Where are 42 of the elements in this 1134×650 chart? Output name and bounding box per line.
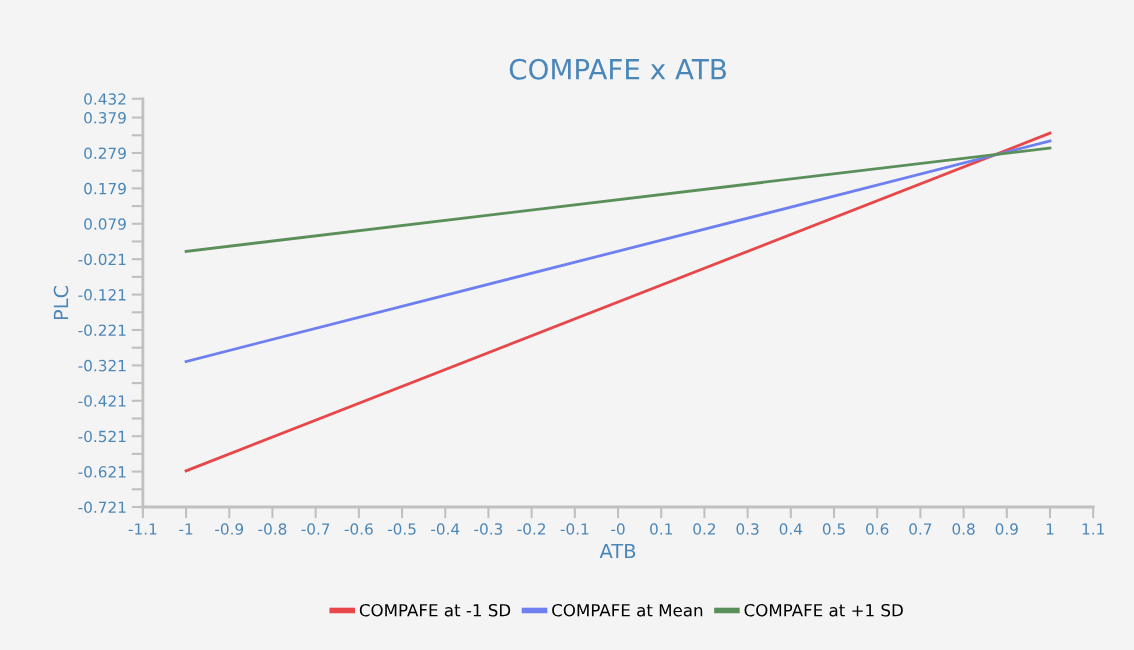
x-tick-label: 0.8 <box>952 523 975 535</box>
legend-label: COMPAFE at +1 SD <box>744 603 903 617</box>
x-tick-label: -0.5 <box>387 523 416 535</box>
x-tick-label: -0.7 <box>301 523 330 535</box>
x-tick-label: 0.6 <box>866 523 889 535</box>
y-tick-label: -0.321 <box>78 359 126 372</box>
x-tick-label: 0.4 <box>779 523 803 535</box>
y-tick-label: -0.521 <box>78 430 126 443</box>
x-tick-label: -0.3 <box>474 523 503 535</box>
x-tick-label: 0.7 <box>909 523 932 535</box>
y-tick-label: -0.221 <box>78 324 126 337</box>
y-tick-label: -0.621 <box>78 466 126 478</box>
x-tick-label: 1 <box>1046 523 1054 535</box>
chart-title: COMPAFE x ATB <box>509 58 726 80</box>
legend-label: COMPAFE at Mean <box>552 603 703 617</box>
y-tick-label: -0.721 <box>78 501 126 514</box>
x-tick-label: -0.6 <box>344 523 373 535</box>
y-tick-label: 0.079 <box>84 218 126 230</box>
x-tick-label: -0.4 <box>431 523 460 535</box>
x-tick-label: 0.9 <box>995 523 1018 535</box>
x-tick-label: 0.3 <box>736 523 759 535</box>
x-tick-label: 1.1 <box>1082 523 1104 535</box>
y-tick-label: 0.279 <box>84 147 126 159</box>
x-tick-label: -1.1 <box>128 523 157 535</box>
y-tick-label: 0.179 <box>84 182 126 195</box>
x-tick-label: -0.9 <box>215 523 244 535</box>
x-axis-title: ATB <box>599 543 636 559</box>
y-tick-label: -0.421 <box>78 395 126 407</box>
x-tick-label: -0.1 <box>560 523 589 535</box>
y-tick-label: -0.121 <box>78 289 126 301</box>
y-tick-label: 0.379 <box>84 112 126 124</box>
x-tick-label: -0.2 <box>517 523 546 535</box>
y-tick-label: 0.432 <box>84 93 126 105</box>
y-tick-label: -0.021 <box>78 253 126 266</box>
x-tick-label: 0.5 <box>822 523 845 535</box>
legend-label: COMPAFE at -1 SD <box>359 603 511 617</box>
x-tick-label: -0 <box>611 523 625 535</box>
x-tick-label: 0.1 <box>650 523 672 535</box>
x-tick-label: -0.8 <box>258 523 287 535</box>
y-axis-title: PLC <box>53 285 69 320</box>
x-tick-label: -1 <box>179 523 193 535</box>
x-tick-label: 0.2 <box>693 523 716 535</box>
